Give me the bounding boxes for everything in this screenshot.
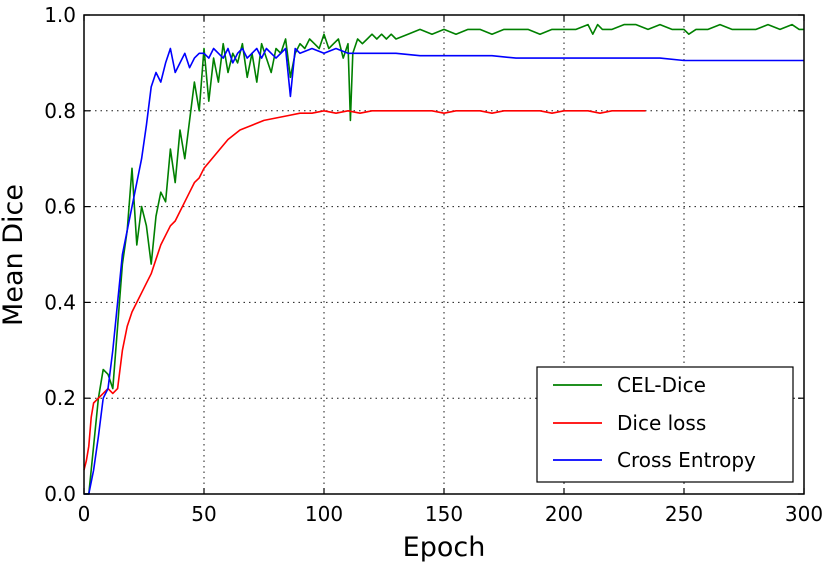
- series-line-dice-loss: [83, 110, 646, 471]
- x-tick-label: 200: [545, 502, 583, 526]
- x-tick-label: 100: [305, 502, 343, 526]
- y-axis-label: Mean Dice: [0, 184, 29, 326]
- y-tick-label: 0.8: [44, 99, 76, 123]
- ticks: 0 50 100 150 200 250 300 0.0 0.2 0.4 0.6 0.8 1.0: [44, 3, 823, 526]
- y-tick-label: 0.6: [44, 195, 76, 219]
- y-tick-label: 1.0: [44, 3, 76, 27]
- legend-label-cel-dice: CEL-Dice: [617, 373, 706, 397]
- x-tick-label: 50: [191, 502, 216, 526]
- y-tick-label: 0.0: [44, 482, 76, 506]
- x-tick-label: 250: [665, 502, 703, 526]
- x-tick-label: 300: [785, 502, 823, 526]
- legend-label-dice-loss: Dice loss: [617, 411, 706, 435]
- x-axis-label: Epoch: [403, 532, 486, 563]
- y-tick-label: 0.2: [44, 386, 76, 410]
- series-line-cross-entropy: [84, 47, 804, 495]
- legend-label-cross-entropy: Cross Entropy: [617, 448, 756, 472]
- x-tick-label: 0: [78, 502, 91, 526]
- legend-box: [536, 366, 794, 483]
- series-layer: [83, 23, 804, 495]
- x-tick-label: 150: [425, 502, 463, 526]
- series-line-cel-dice: [84, 23, 804, 495]
- y-tick-label: 0.4: [44, 290, 76, 314]
- legend: CEL-Dice Dice loss Cross Entropy: [536, 366, 794, 483]
- plot-frame: [83, 14, 805, 495]
